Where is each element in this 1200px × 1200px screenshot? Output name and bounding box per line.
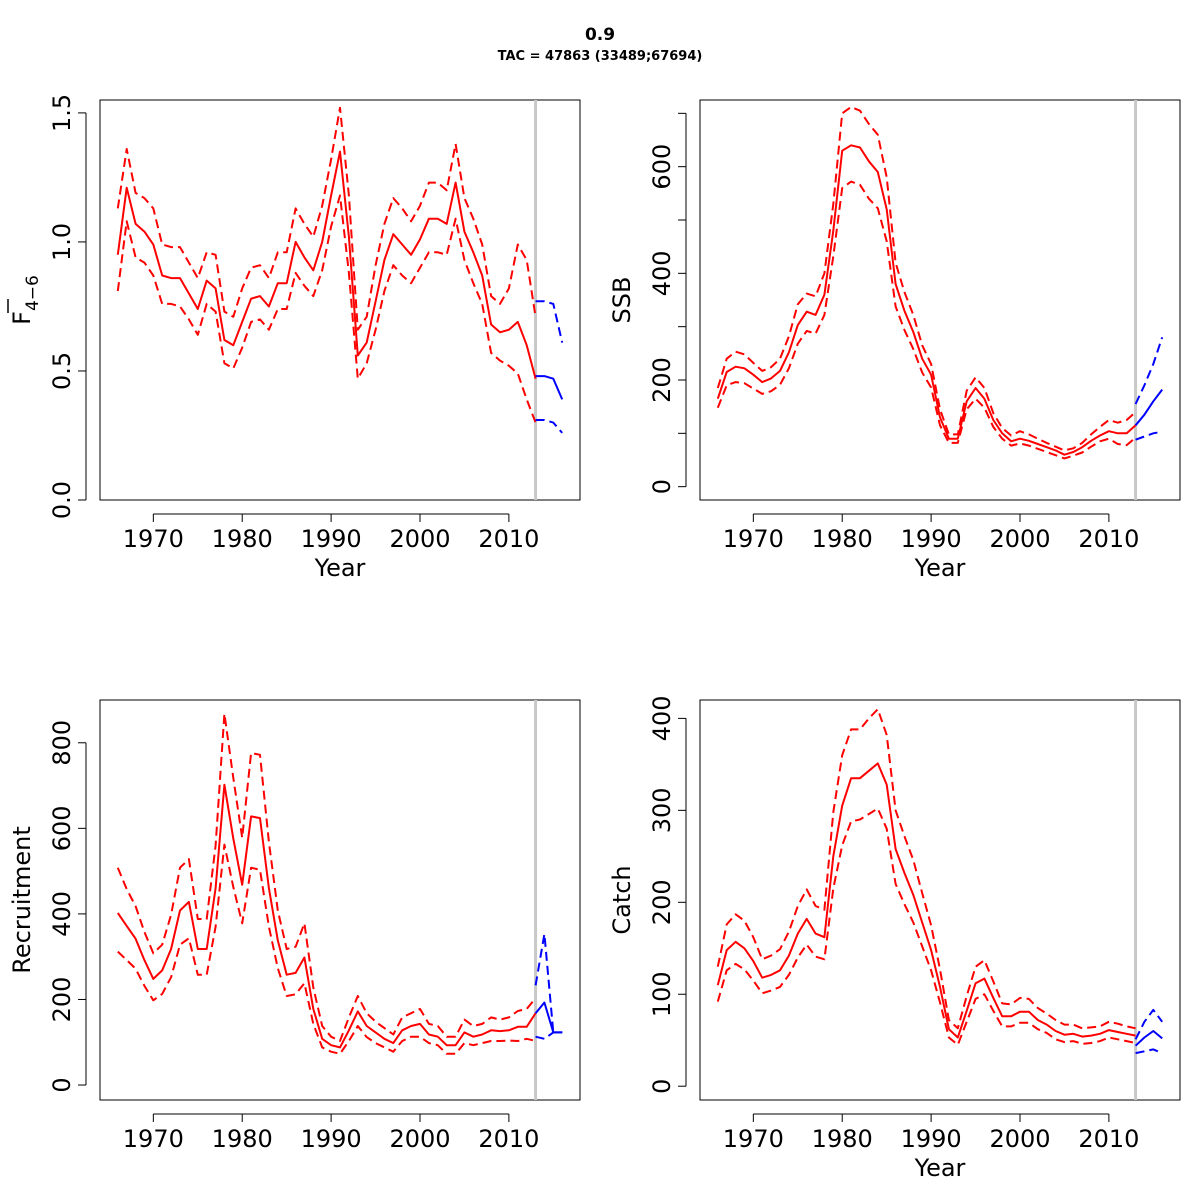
x-tick-label: 1970 (723, 525, 784, 553)
y-tick-label: 0.5 (48, 352, 76, 390)
x-tick-label: 2010 (478, 1125, 539, 1153)
x-axis-title: Year (314, 554, 366, 582)
y-tick-label: 0 (648, 1079, 676, 1094)
panel-recruitment: 1970 1980 1990 2000 2010 0 200 400 600 800 Recruit… (8, 699, 581, 1153)
plot-frame (99, 699, 581, 1101)
x-tick-label: 2010 (478, 525, 539, 553)
panel-catch: 1970 1980 1990 2000 2010 Year 0 100 200 300 400 Cat… (608, 695, 1181, 1182)
series-projection (1134, 1030, 1163, 1047)
series-projection-lower (535, 1031, 563, 1040)
y-tick-label: 400 (48, 891, 76, 937)
x-tick-label: 2000 (989, 525, 1050, 553)
series-upper (116, 712, 537, 1042)
y-tick-label: 1.0 (48, 223, 76, 261)
series-projection-lower (535, 419, 563, 434)
series-estimate (116, 783, 537, 1049)
plot-frame (699, 99, 1181, 501)
x-tick-label: 1980 (812, 525, 873, 553)
y-tick-label: 800 (48, 720, 76, 766)
series-projection-lower (1135, 1048, 1163, 1055)
x-tick-label: 1990 (301, 525, 362, 553)
x-tick-label: 2000 (389, 525, 450, 553)
series-projection-lower (1135, 430, 1163, 441)
y-tick-label: 100 (648, 971, 676, 1017)
x-tick-label: 1970 (723, 1125, 784, 1153)
x-tick-label: 1980 (212, 1125, 273, 1153)
x-tick-label: 2010 (1078, 525, 1139, 553)
x-axis-title: Year (914, 554, 966, 582)
x-tick-label: 1990 (301, 1125, 362, 1153)
y-tick-label: 0.0 (48, 481, 76, 519)
series-lower (716, 807, 1136, 1046)
series-lower (117, 843, 536, 1055)
x-tick-label: 1970 (123, 525, 184, 553)
x-tick-label: 1970 (123, 1125, 184, 1153)
series-estimate (716, 144, 1137, 456)
y-axis-title: SSB (608, 277, 636, 324)
y-tick-label: 200 (648, 879, 676, 925)
y-tick-label: 600 (648, 144, 676, 190)
figure-subtitle: TAC = 47863 (33489;67694) (498, 49, 703, 64)
y-tick-label: 0 (648, 479, 676, 494)
y-tick-label: 0 (48, 1077, 76, 1092)
x-tick-label: 2010 (1078, 1125, 1139, 1153)
y-tick-label: 200 (648, 357, 676, 403)
y-tick-label: 300 (648, 787, 676, 833)
plot-frame (699, 699, 1181, 1101)
x-tick-label: 2000 (389, 1125, 450, 1153)
x-tick-label: 1990 (901, 525, 962, 553)
series-upper (716, 105, 1137, 452)
x-axis-title: Year (914, 1154, 966, 1182)
y-axis-title: Recruitment (8, 826, 36, 973)
series-projection (535, 375, 564, 400)
y-tick-label: 400 (648, 250, 676, 296)
y-axis-title: Catch (608, 865, 636, 934)
y-tick-label: 1.5 (48, 94, 76, 132)
series-estimate (116, 150, 537, 379)
x-tick-label: 1980 (212, 525, 273, 553)
series-projection (534, 1001, 563, 1034)
series-projection-upper (535, 300, 564, 343)
y-tick-label: 200 (48, 977, 76, 1023)
series-projection-upper (534, 933, 563, 1034)
series-upper (116, 106, 537, 331)
panel-f-mean: 1970 1980 1990 2000 2010 Year 0.0 0.5 1.0 1.5 F4−6 (7, 94, 581, 582)
y-tick-label: 600 (48, 805, 76, 851)
panel-ssb: 1970 1980 1990 2000 2010 Year 0 200 400 600 SSB (608, 99, 1181, 582)
series-lower (116, 194, 537, 423)
x-tick-label: 2000 (989, 1125, 1050, 1153)
y-axis-title-subscript: 4−6 (23, 275, 43, 311)
x-tick-label: 1990 (901, 1125, 962, 1153)
series-estimate (716, 762, 1136, 1039)
plot-frame (99, 99, 581, 501)
series-upper (716, 708, 1136, 1030)
series-projection-upper (1134, 336, 1164, 405)
figure-title: 0.9 (585, 25, 615, 45)
series-projection (1134, 388, 1163, 426)
x-tick-label: 1980 (812, 1125, 873, 1153)
y-axis-title: F4−6 (8, 275, 43, 325)
series-lower (716, 180, 1137, 460)
y-tick-label: 400 (648, 695, 676, 741)
